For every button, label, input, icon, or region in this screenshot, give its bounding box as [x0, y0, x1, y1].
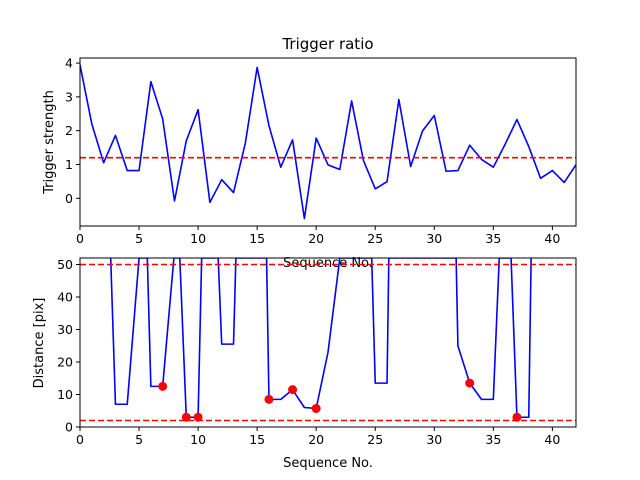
top-axis-ticks: 0 5 10 15 20 25 30 35 40 0 1 2 3 4 — [65, 56, 560, 246]
top-y-tick-label: 4 — [65, 56, 73, 71]
top-y-tick-label: 0 — [65, 191, 73, 206]
bottom-marker-point — [512, 412, 522, 422]
top-y-tick-label: 1 — [65, 157, 73, 172]
bottom-x-tick-label: 0 — [76, 432, 84, 447]
top-x-tick-label: 5 — [135, 231, 143, 246]
top-x-tick-label: 20 — [308, 231, 324, 246]
bottom-y-axis-label: Distance [pix] — [32, 298, 47, 389]
top-x-tick-label: 40 — [544, 231, 560, 246]
top-series-line — [80, 64, 576, 220]
bottom-x-tick-label: 15 — [249, 432, 265, 447]
bottom-marker-point — [181, 412, 191, 422]
bottom-series-line — [109, 258, 532, 419]
bottom-y-tick-label: 50 — [57, 257, 73, 272]
top-x-tick-label: 25 — [367, 231, 383, 246]
top-x-tick-label: 30 — [426, 231, 442, 246]
top-axes-frame — [79, 57, 577, 227]
top-y-tick-label: 3 — [65, 89, 73, 104]
bottom-x-tick-label: 30 — [426, 432, 442, 447]
bottom-y-tick-label: 20 — [57, 355, 73, 370]
bottom-y-tick-label: 40 — [57, 290, 73, 305]
distance-panel: 0 5 10 15 20 25 30 35 40 0 10 20 30 40 50 Sequence No.… — [32, 257, 577, 471]
bottom-marker-point — [264, 394, 274, 404]
bottom-x-tick-label: 40 — [544, 432, 560, 447]
bottom-x-tick-label: 10 — [190, 432, 206, 447]
bottom-marker-point — [288, 385, 298, 395]
bottom-x-tick-label: 25 — [367, 432, 383, 447]
bottom-axis-ticks: 0 5 10 15 20 25 30 35 40 0 10 20 30 40 50 — [57, 257, 560, 447]
bottom-x-axis-label: Sequence No. — [283, 456, 373, 471]
bottom-marker-point — [193, 412, 203, 422]
bottom-x-tick-label: 35 — [485, 432, 501, 447]
bottom-marker-point — [158, 381, 168, 391]
chart-title: Trigger ratio — [281, 35, 373, 53]
bottom-x-tick-label: 5 — [135, 432, 143, 447]
bottom-axes-frame — [79, 257, 577, 428]
top-x-tick-label: 35 — [485, 231, 501, 246]
trigger-ratio-panel: Trigger ratio 0 5 10 15 20 25 30 35 40 0 1 2 3 4 Sequ… — [42, 35, 577, 271]
bottom-y-tick-label: 0 — [65, 420, 73, 435]
bottom-x-tick-label: 20 — [308, 432, 324, 447]
top-y-tick-label: 2 — [65, 123, 73, 138]
bottom-marker-point — [311, 403, 321, 413]
top-x-tick-label: 10 — [190, 231, 206, 246]
top-x-tick-label: 15 — [249, 231, 265, 246]
top-y-axis-label: Trigger strength — [42, 90, 57, 195]
top-x-tick-label: 0 — [76, 231, 84, 246]
bottom-y-tick-label: 10 — [57, 387, 73, 402]
top-x-axis-label: Sequence No. — [283, 256, 373, 271]
bottom-y-tick-label: 30 — [57, 322, 73, 337]
bottom-marker-point — [465, 378, 475, 388]
